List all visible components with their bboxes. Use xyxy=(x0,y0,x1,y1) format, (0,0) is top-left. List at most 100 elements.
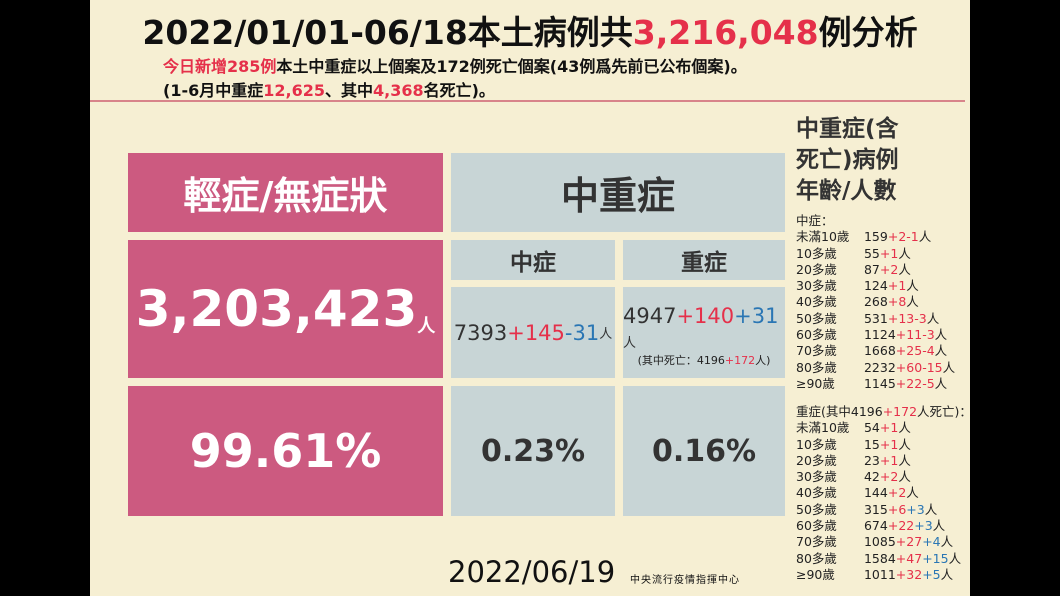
mild-header: 輕症/無症狀 xyxy=(128,153,443,232)
age: 20多歲 xyxy=(796,261,837,277)
count: 1668 xyxy=(863,343,896,359)
unit: 人 xyxy=(898,436,911,452)
unit: 人 xyxy=(599,327,613,342)
change: +1 xyxy=(879,452,899,468)
divider xyxy=(90,100,965,102)
count: 2232 xyxy=(863,359,896,375)
change: +2 xyxy=(887,229,907,245)
age: 80多歲 xyxy=(796,550,837,566)
unit: 人 xyxy=(942,359,956,375)
age-row: 80多歲 2232+60-15人 xyxy=(796,360,955,376)
title-text: 2022/01/01-06/18本土病例共 xyxy=(142,13,633,52)
age-row: 未滿10歲 159+2-1人 xyxy=(796,229,955,245)
change: -4 xyxy=(922,343,935,359)
age-row: 40多歲 268+8人 xyxy=(796,294,955,310)
count: 268 xyxy=(863,294,888,310)
count: 87 xyxy=(863,261,880,277)
severe-header: 中重症 xyxy=(451,153,785,232)
age: 20多歲 xyxy=(796,452,837,468)
unit: 人 xyxy=(932,518,946,534)
unit: 人 xyxy=(898,420,911,436)
change: +172 xyxy=(724,353,756,367)
change: +1 xyxy=(887,278,907,294)
unit: 人 xyxy=(906,278,919,294)
title: 2022/01/01-06/18本土病例共3,216,048例分析 xyxy=(90,6,970,54)
date: 2022/06/19 xyxy=(448,555,616,589)
age-row: 30多歲 42+2人 xyxy=(796,469,972,485)
unit: 人 xyxy=(918,229,932,245)
age-row: 60多歲 1124+11-3人 xyxy=(796,327,955,343)
unit: 人 xyxy=(934,375,948,391)
age: 未滿10歲 xyxy=(796,420,850,436)
age: 10多歲 xyxy=(796,245,837,261)
change: -3 xyxy=(914,310,927,326)
age: 未滿10歲 xyxy=(796,229,850,245)
unit: 人 xyxy=(898,261,911,277)
section-heading: 中症： xyxy=(796,213,955,229)
age-row: 未滿10歲 54+1人 xyxy=(796,420,972,436)
change: +6 xyxy=(887,501,907,517)
subtitle-number: 4,368 xyxy=(373,81,424,100)
change: +25 xyxy=(895,343,923,359)
unit: 人 xyxy=(417,316,436,337)
change: -3 xyxy=(922,327,935,343)
age-row: 80多歲 1584+47+15人 xyxy=(796,551,972,567)
heading-part: 中症： xyxy=(796,213,834,228)
age: 40多歲 xyxy=(796,294,837,310)
change: +1 xyxy=(879,436,899,452)
age-row: ≥90歲 1011+32+5人 xyxy=(796,567,972,583)
unit: 人 xyxy=(940,566,954,582)
age-row: 20多歲 23+1人 xyxy=(796,453,972,469)
moderate-ages: 中症： 未滿10歲 159+2-1人 10多歲 55+1人 20多歲 87+2人 30多… xyxy=(796,213,955,392)
change: +8 xyxy=(887,294,907,310)
age-row: 20多歲 87+2人 xyxy=(796,262,955,278)
title-text: 例分析 xyxy=(818,13,918,52)
deaths-line: (其中死亡：4196+172人) xyxy=(638,352,771,368)
count: 1124 xyxy=(863,327,896,343)
sidebar-title-line: 年齡/人數 xyxy=(796,178,897,204)
age: ≥90歲 xyxy=(796,566,835,582)
age-row: ≥90歲 1145+22-5人 xyxy=(796,376,955,392)
count: 1145 xyxy=(863,375,896,391)
count: 1011 xyxy=(863,566,896,582)
age-row: 70多歲 1668+25-4人 xyxy=(796,343,955,359)
change: +11 xyxy=(895,327,923,343)
moderate-pct: 0.23% xyxy=(451,386,615,516)
change: +60 xyxy=(895,359,923,375)
sidebar-title-line: 中重症(含 xyxy=(796,116,899,142)
age: 30多歲 xyxy=(796,278,837,294)
change: +2 xyxy=(879,261,899,277)
severe-count: 4947+140+31 人 (其中死亡：4196+172人) xyxy=(623,287,785,378)
mild-pct: 99.61% xyxy=(128,386,443,516)
count: 531 xyxy=(863,310,888,326)
unit: 人 xyxy=(898,245,911,261)
subtitle: (1-6月中重症12,625、其中4,368名死亡)。 xyxy=(163,77,495,101)
count: 23 xyxy=(863,452,880,468)
subtitle: 今日新增285例本土中重症以上個案及172例死亡個案(43例爲先前已公布個案)。 xyxy=(163,53,747,77)
moderate-header: 中症 xyxy=(451,240,615,280)
deaths: 人) xyxy=(755,353,771,367)
moderate-count: 7393 +145 -31 人 xyxy=(451,287,615,378)
change: +3 xyxy=(914,518,933,534)
unit: 人 xyxy=(948,550,962,566)
sidebar-title-line: 死亡)病例 xyxy=(796,147,899,173)
heading-part: +172 xyxy=(882,404,918,419)
age: 70多歲 xyxy=(796,534,837,550)
subtitle-text: (1-6月中重症 xyxy=(163,81,264,100)
change: +5 xyxy=(922,566,941,582)
age: 60多歲 xyxy=(796,327,837,343)
change: +3 xyxy=(906,501,925,517)
count: 144 xyxy=(863,485,888,501)
age: 60多歲 xyxy=(796,518,837,534)
severe-ages: 重症(其中4196+172人死亡)： 未滿10歲 54+1人 10多歲 15+1人 2… xyxy=(796,404,972,583)
count: 674 xyxy=(863,518,888,534)
subtitle-highlight: 今日新增285例 xyxy=(163,57,277,76)
count: 1584 xyxy=(863,550,896,566)
unit: 人 xyxy=(898,452,911,468)
count: 4947 xyxy=(623,303,677,328)
age-row: 10多歲 55+1人 xyxy=(796,246,955,262)
count: 124 xyxy=(863,278,888,294)
subtitle-text: 本土中重症以上個案及172例死亡個案(43例爲先前已公布個案)。 xyxy=(276,57,747,76)
age-row: 10多歲 15+1人 xyxy=(796,437,972,453)
